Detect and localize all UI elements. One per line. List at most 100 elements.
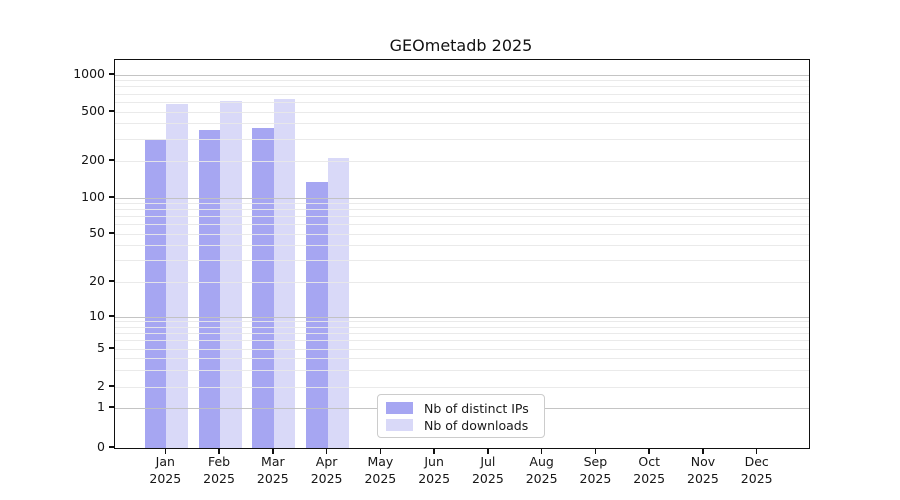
legend-label: Nb of distinct IPs <box>424 400 529 416</box>
y-tick-label: 200 <box>81 151 105 167</box>
y-tick-mark <box>109 196 114 198</box>
bar-distinct-ips-mar <box>252 128 274 448</box>
x-tick-mark <box>594 449 597 454</box>
bar-downloads-jan <box>166 104 188 448</box>
x-tick-mark <box>702 449 704 454</box>
x-tick-month: Nov <box>690 454 716 469</box>
legend-entry: Nb of downloads <box>386 417 536 433</box>
x-tick-year: 2025 <box>364 471 397 486</box>
gridline-y-400 <box>115 123 809 125</box>
bar-distinct-ips-feb <box>198 130 221 448</box>
x-tick-label: Feb 2025 <box>191 453 247 487</box>
gridline-y-20 <box>115 281 809 283</box>
y-tick-mark <box>109 110 114 112</box>
x-tick-month: Oct <box>638 454 660 469</box>
x-tick-month: Mar <box>261 454 285 469</box>
gridline-y-200 <box>115 160 809 162</box>
x-tick-year: 2025 <box>471 471 504 486</box>
y-tick-mark <box>109 446 114 448</box>
x-tick-month: Dec <box>744 454 769 469</box>
x-tick-mark <box>164 449 166 454</box>
x-tick-label: Jun 2025 <box>406 453 462 487</box>
x-tick-mark <box>272 449 274 454</box>
x-tick-label: Dec 2025 <box>729 453 785 487</box>
gridline-y-90 <box>115 202 809 204</box>
y-tick-mark <box>109 159 114 161</box>
x-tick-mark <box>379 449 382 454</box>
bar-downloads-apr <box>327 158 350 448</box>
bar-distinct-ips-apr <box>306 181 328 448</box>
y-tick-label: 1000 <box>73 65 105 81</box>
x-tick-year: 2025 <box>525 471 558 486</box>
x-tick-month: Apr <box>315 454 338 469</box>
y-tick-label: 50 <box>89 224 105 240</box>
x-tick-year: 2025 <box>418 471 451 486</box>
gridline-y-80 <box>115 209 809 211</box>
x-tick-label: Sep 2025 <box>567 453 623 487</box>
legend-swatch-distinct-ips <box>386 402 413 414</box>
bar-distinct-ips-jan <box>144 140 167 448</box>
x-tick-month: Jan <box>155 454 175 469</box>
bar-downloads-feb <box>220 100 242 448</box>
gridline-y-7 <box>115 332 809 334</box>
y-tick-mark <box>109 280 114 282</box>
x-tick-label: Mar 2025 <box>245 453 301 487</box>
x-tick-year: 2025 <box>256 471 289 486</box>
y-tick-mark <box>109 385 114 387</box>
legend-entry: Nb of distinct IPs <box>386 400 536 416</box>
y-tick-label: 1 <box>97 398 105 414</box>
x-tick-month: Aug <box>529 454 554 469</box>
y-tick-label: 5 <box>97 339 105 355</box>
gridline-y-300 <box>115 138 809 140</box>
y-tick-mark <box>109 73 114 75</box>
y-tick-mark <box>109 347 114 349</box>
x-tick-mark <box>433 449 435 454</box>
x-tick-label: May 2025 <box>352 453 408 487</box>
y-tick-label: 100 <box>81 188 105 204</box>
y-tick-label: 20 <box>89 272 105 288</box>
gridline-y-3 <box>115 369 809 371</box>
x-tick-year: 2025 <box>310 471 343 486</box>
y-tick-label: 500 <box>81 102 105 118</box>
x-tick-year: 2025 <box>579 471 612 486</box>
gridline-y-50 <box>115 233 809 235</box>
x-tick-mark <box>648 449 650 454</box>
x-tick-label: Apr 2025 <box>299 453 355 487</box>
x-tick-label: Jan 2025 <box>137 453 193 487</box>
gridline-y-70 <box>115 216 809 218</box>
legend: Nb of distinct IPs Nb of downloads <box>377 394 545 438</box>
bar-downloads-mar <box>273 98 296 448</box>
chart-title: GEOmetadb 2025 <box>389 36 533 55</box>
x-tick-label: Nov 2025 <box>675 453 731 487</box>
y-tick-label: 2 <box>97 377 105 393</box>
x-tick-year: 2025 <box>633 471 666 486</box>
legend-label: Nb of downloads <box>424 417 529 433</box>
gridline-y-1000 <box>115 74 809 76</box>
x-tick-mark <box>218 449 220 454</box>
gridline-y-40 <box>115 245 809 247</box>
x-tick-month: Jul <box>480 454 496 469</box>
gridline-y-30 <box>115 260 809 262</box>
gridline-y-800 <box>115 86 809 88</box>
gridline-y-700 <box>115 93 809 95</box>
x-tick-month: Feb <box>207 454 231 469</box>
x-tick-month: Jun <box>424 454 444 469</box>
x-tick-year: 2025 <box>687 471 719 486</box>
x-tick-mark <box>540 449 543 454</box>
x-tick-label: Oct 2025 <box>621 453 677 487</box>
gridline-y-100 <box>115 197 809 199</box>
plot-area <box>114 59 810 449</box>
x-tick-year: 2025 <box>149 471 182 486</box>
y-tick-label: 0 <box>97 438 105 454</box>
gridline-y-6 <box>115 340 809 342</box>
gridline-y-9 <box>115 321 809 323</box>
x-tick-label: Aug 2025 <box>514 453 570 487</box>
x-tick-year: 2025 <box>203 471 235 486</box>
gridline-y-600 <box>115 101 809 103</box>
x-tick-year: 2025 <box>740 471 773 486</box>
y-tick-mark <box>109 315 114 317</box>
x-tick-month: May <box>367 454 394 469</box>
y-tick-mark <box>109 232 114 234</box>
y-tick-mark <box>109 406 114 408</box>
